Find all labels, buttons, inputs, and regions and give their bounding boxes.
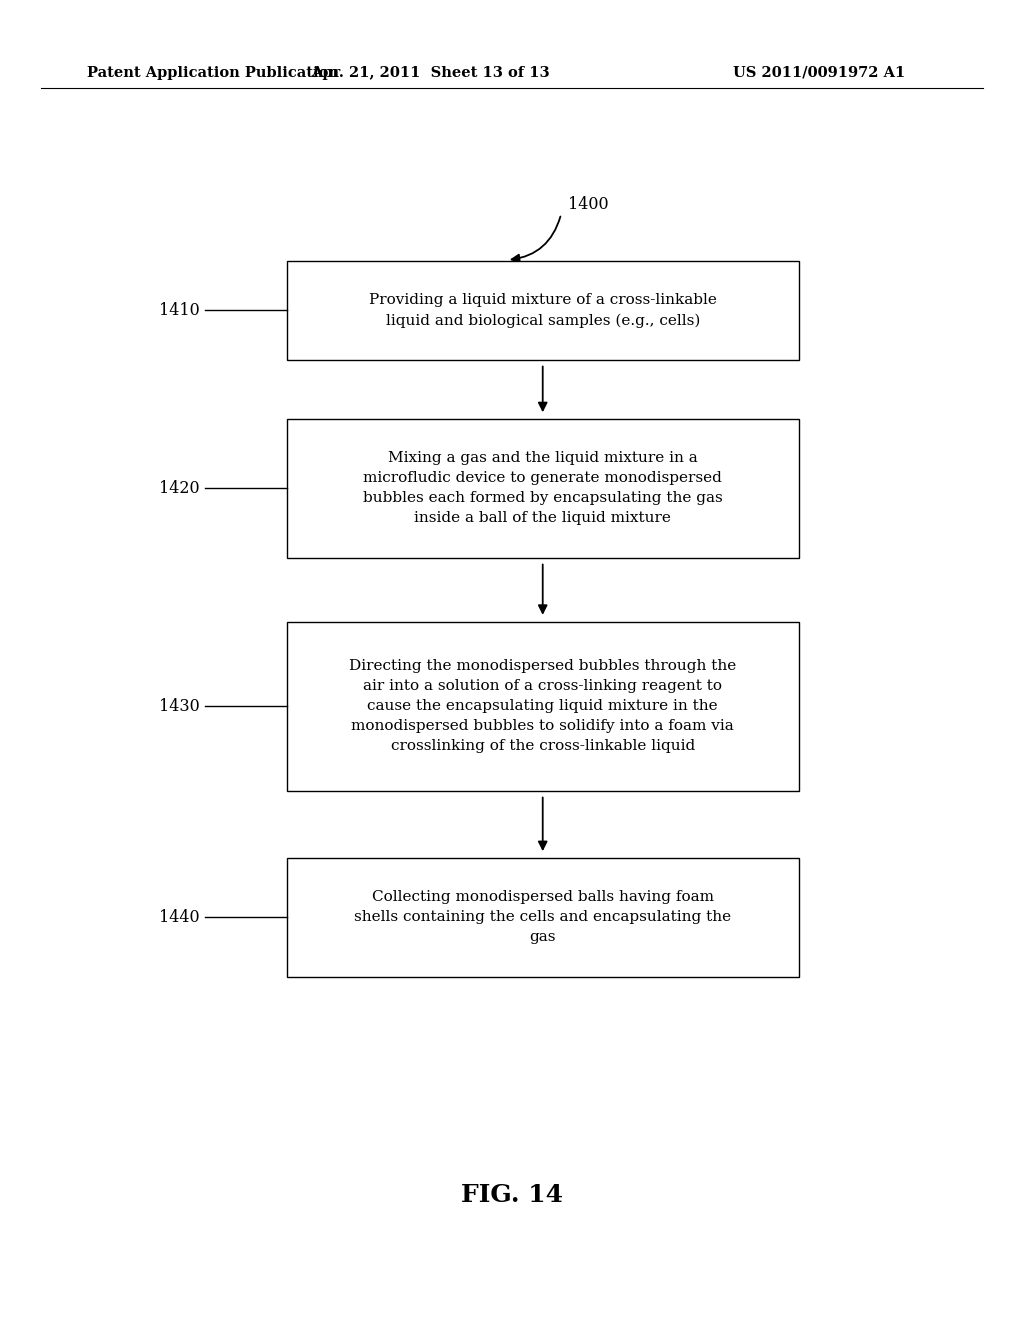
Bar <box>287 622 799 791</box>
Text: 1410: 1410 <box>159 302 200 318</box>
FancyArrowPatch shape <box>512 216 560 263</box>
Text: Apr. 21, 2011  Sheet 13 of 13: Apr. 21, 2011 Sheet 13 of 13 <box>310 66 550 79</box>
Text: Collecting monodispersed balls having foam
shells containing the cells and encap: Collecting monodispersed balls having fo… <box>354 891 731 944</box>
Bar <box>287 261 799 359</box>
Text: 1400: 1400 <box>568 197 609 213</box>
Text: Mixing a gas and the liquid mixture in a
microfludic device to generate monodisp: Mixing a gas and the liquid mixture in a… <box>362 451 723 525</box>
Text: 1440: 1440 <box>159 909 200 925</box>
Text: FIG. 14: FIG. 14 <box>461 1183 563 1206</box>
Text: Providing a liquid mixture of a cross-linkable
liquid and biological samples (e.: Providing a liquid mixture of a cross-li… <box>369 293 717 327</box>
Text: 1430: 1430 <box>159 698 200 714</box>
Bar <box>287 858 799 977</box>
Text: Directing the monodispersed bubbles through the
air into a solution of a cross-l: Directing the monodispersed bubbles thro… <box>349 659 736 754</box>
Text: Patent Application Publication: Patent Application Publication <box>87 66 339 79</box>
Text: 1420: 1420 <box>159 480 200 496</box>
Bar <box>287 418 799 557</box>
Text: US 2011/0091972 A1: US 2011/0091972 A1 <box>733 66 905 79</box>
